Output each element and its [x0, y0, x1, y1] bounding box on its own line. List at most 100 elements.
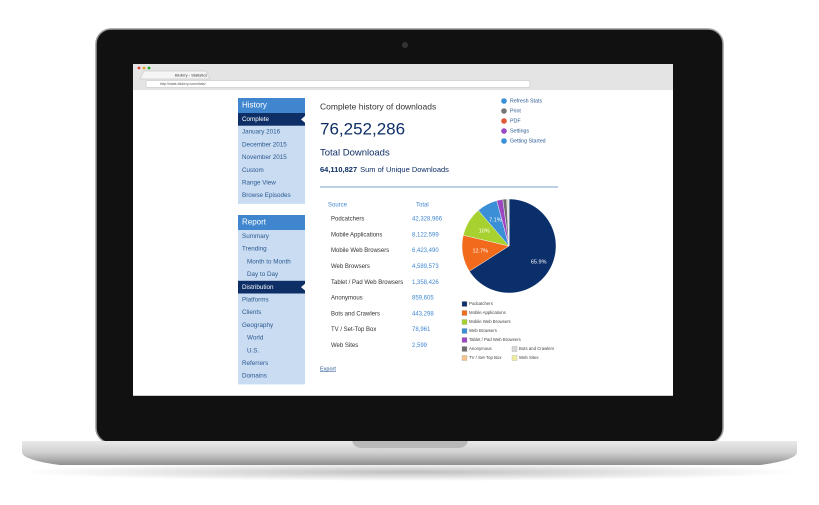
table-total[interactable]: 8,122,599	[412, 232, 439, 238]
total-label: Total Downloads	[320, 148, 390, 159]
sidebar-item[interactable]: World	[247, 335, 264, 342]
legend-label: TV / Set-Top Box	[469, 355, 502, 360]
active-arrow	[301, 283, 305, 291]
table-total[interactable]: 1,358,426	[412, 280, 439, 286]
screen-edge	[133, 395, 673, 396]
sidebar-item[interactable]: Domains	[242, 373, 267, 380]
slice-label: 10%	[479, 228, 490, 234]
link-icon	[501, 118, 507, 124]
sidebar-active	[238, 280, 305, 294]
side-link[interactable]: PDF	[510, 118, 521, 124]
legend-swatch	[461, 310, 468, 316]
export-link[interactable]: Export	[320, 366, 336, 372]
sidebar-title: History	[242, 101, 267, 110]
sidebar-item[interactable]: Custom	[242, 167, 264, 174]
side-link[interactable]: Getting Started	[510, 138, 546, 144]
legend-swatch	[461, 301, 468, 307]
sidebar-panel	[238, 230, 305, 385]
legend-label: Podcatchers	[469, 301, 493, 306]
link-icon	[501, 108, 507, 114]
sidebar-header	[238, 215, 305, 230]
table-source: Bots and Crawlers	[331, 311, 380, 317]
window-button	[137, 66, 141, 70]
table-source: Web Browsers	[331, 264, 370, 270]
sidebar-item[interactable]: Browse Episodes	[242, 192, 291, 199]
table-total[interactable]: 2,599	[412, 343, 428, 349]
table-total[interactable]: 42,328,966	[412, 217, 443, 223]
side-link[interactable]: Print	[510, 108, 521, 114]
table-header: Source	[328, 203, 348, 209]
window-button	[147, 66, 151, 70]
sidebar-title: Report	[242, 218, 267, 227]
sidebar-item[interactable]: Complete	[242, 116, 269, 123]
table-total[interactable]: 6,423,490	[412, 248, 439, 254]
legend-label: Mobile Web Browsers	[469, 319, 511, 324]
screen	[133, 64, 673, 396]
link-icon	[501, 138, 507, 144]
pie-slice	[469, 198, 557, 294]
table-total[interactable]: 443,298	[412, 311, 434, 317]
shadow	[20, 463, 800, 481]
side-link[interactable]: Settings	[510, 128, 529, 134]
link-icon	[501, 98, 507, 104]
laptop-base	[22, 441, 797, 465]
sidebar-item[interactable]: Distribution	[242, 284, 274, 291]
table-source: Anonymous	[331, 296, 363, 302]
slice-label: 7.1%	[489, 218, 502, 224]
legend-swatch	[461, 328, 468, 334]
sidebar-header	[238, 98, 305, 113]
total-downloads: 76,252,286	[320, 119, 405, 138]
legend-label: Web Sites	[519, 355, 539, 360]
base-notch	[352, 441, 468, 448]
sidebar-item[interactable]: Platforms	[242, 297, 269, 304]
address-bar[interactable]	[145, 80, 531, 88]
sidebar-item[interactable]: December 2015	[242, 141, 287, 148]
table-source: Mobile Applications	[331, 232, 382, 238]
sidebar-item[interactable]: January 2016	[242, 129, 281, 136]
active-arrow	[301, 116, 305, 123]
legend-swatch	[461, 337, 468, 343]
sidebar-item[interactable]: Referrers	[242, 360, 268, 367]
table-source: Tablet / Pad Web Browsers	[331, 280, 403, 286]
legend-swatch	[511, 346, 518, 352]
sidebar-item[interactable]: Month to Month	[247, 258, 291, 265]
table-header: Total	[416, 203, 429, 209]
camera	[402, 42, 408, 48]
side-link[interactable]: Refresh Stats	[510, 98, 542, 104]
legend-label: Bots and Crawlers	[519, 346, 554, 351]
table-total[interactable]: 4,589,573	[412, 264, 439, 270]
sidebar-item[interactable]: Trending	[242, 246, 267, 253]
sidebar-item[interactable]: Geography	[242, 322, 274, 329]
tab-title: Blubrry - Statistics	[175, 73, 207, 78]
legend-label: Tablet / Pad Web Browsers	[469, 337, 521, 342]
legend-label: Web Browsers	[469, 328, 497, 333]
table-total[interactable]: 859,605	[412, 296, 434, 302]
legend-swatch	[461, 319, 468, 325]
table-source: Mobile Web Browsers	[331, 248, 389, 254]
sidebar-item[interactable]: Range View	[242, 180, 276, 187]
slice-label: 12.7%	[472, 248, 488, 254]
sidebar-item[interactable]: Clients	[242, 309, 261, 316]
slice-label: 65.9%	[531, 260, 547, 266]
page-content: History Complete January 2016 December 2015…	[238, 98, 558, 385]
legend-swatch	[461, 346, 468, 352]
unique-label: Sum of Unique Downloads	[360, 165, 449, 174]
sidebar-item[interactable]: U.S.	[247, 347, 259, 354]
table-source: Web Sites	[331, 343, 358, 349]
legend-label: Anonymous	[469, 346, 492, 351]
legend-label: Mobile Applications	[469, 310, 506, 315]
link-icon	[501, 128, 507, 134]
heading: Complete history of downloads	[320, 101, 436, 111]
url-text: http://stats.blubrry.com/stats/	[160, 82, 206, 86]
sidebar-panel	[238, 113, 305, 204]
sidebar-item[interactable]: Day to Day	[247, 271, 279, 278]
sidebar-item[interactable]: November 2015	[242, 154, 287, 161]
legend-swatch	[511, 355, 518, 361]
unique-downloads: 64,110,827	[320, 165, 357, 174]
table-total[interactable]: 78,961	[412, 327, 431, 333]
legend-swatch	[461, 355, 468, 361]
sidebar-item[interactable]: Summary	[242, 233, 270, 240]
browser-tab[interactable]	[139, 70, 211, 80]
table-source: Podcatchers	[331, 217, 364, 223]
